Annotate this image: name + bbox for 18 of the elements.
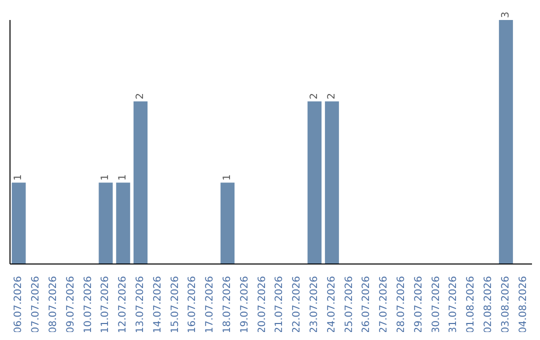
data-label: 3 <box>500 12 512 18</box>
x-tick-label: 12.07.2026 <box>118 276 129 334</box>
data-label: 2 <box>326 92 338 100</box>
data-label: 1 <box>13 174 24 181</box>
x-tick-label: 13.07.2026 <box>135 276 146 334</box>
x-tick-label: 18.07.2026 <box>222 276 233 334</box>
data-label: 2 <box>309 92 320 100</box>
x-tick-label: 15.07.2026 <box>170 276 181 334</box>
x-tick-label: 19.07.2026 <box>239 276 250 334</box>
x-tick-label: 16.07.2026 <box>187 276 198 334</box>
x-tick-label: 11.07.2026 <box>100 276 112 334</box>
data-label: 1 <box>100 174 112 181</box>
x-tick-label: 17.07.2026 <box>204 276 216 334</box>
data-label: 1 <box>118 174 129 181</box>
data-label: 1 <box>222 174 234 181</box>
data-label: 2 <box>135 92 146 100</box>
x-tick-label: 14.07.2026 <box>152 276 164 334</box>
x-tick-label: 10.07.2026 <box>82 276 94 334</box>
